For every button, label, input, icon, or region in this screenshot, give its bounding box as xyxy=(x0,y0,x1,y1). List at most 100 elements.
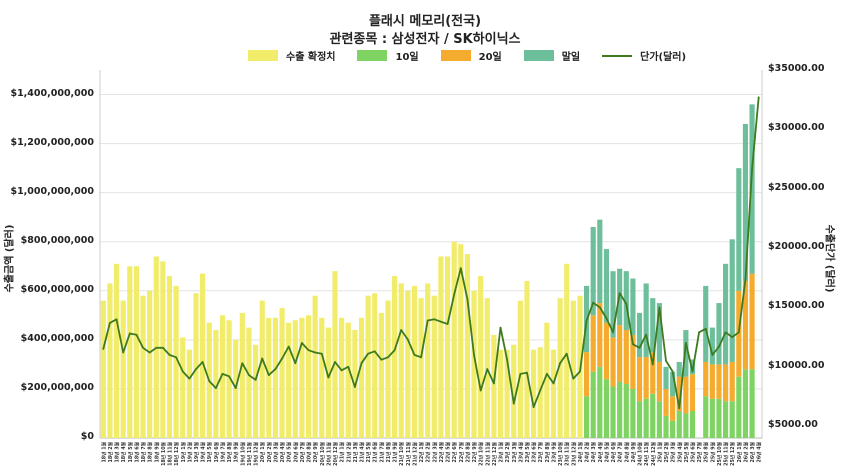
bar-confirmed xyxy=(378,312,384,438)
bar-confirmed xyxy=(464,254,470,438)
price-point xyxy=(598,306,601,309)
x-tick-label: 21년 9월 xyxy=(392,441,399,462)
bar-confirmed xyxy=(557,298,563,438)
bar-confirmed xyxy=(279,307,285,438)
bar-confirmed xyxy=(570,300,576,438)
x-tick-label: 24년 3월 xyxy=(590,441,597,462)
y2-tick-label: $15000.00 xyxy=(768,300,825,312)
price-point xyxy=(334,361,336,363)
price-point xyxy=(109,321,111,324)
price-point xyxy=(532,406,535,409)
x-tick-label: 19년 12월 xyxy=(253,441,260,465)
bar-confirmed xyxy=(425,283,431,438)
bar-day10 xyxy=(650,393,656,438)
bar-confirmed xyxy=(358,317,365,438)
price-point xyxy=(353,386,356,388)
bar-confirmed xyxy=(431,295,437,438)
bar-confirmed xyxy=(418,298,424,438)
x-tick-label: 18년 9월 xyxy=(153,441,160,462)
legend-swatch-day20 xyxy=(440,50,471,61)
x-tick-label: 24년 9월 xyxy=(630,441,637,462)
price-point xyxy=(241,362,244,365)
bar-day10 xyxy=(636,401,643,438)
bar-confirmed xyxy=(392,276,398,438)
bar-confirmed xyxy=(411,285,418,438)
bar-confirmed xyxy=(160,261,166,438)
bar-month-end xyxy=(610,271,616,338)
x-axis-labels: 18년 1월 18년 2월 18년 3월 18년 4월 18년 5월 18년 6월 18년 … xyxy=(100,441,762,465)
bar-day20 xyxy=(703,361,709,397)
price-point xyxy=(261,357,264,360)
price-point xyxy=(294,362,297,365)
bar-confirmed xyxy=(259,300,265,438)
x-tick-label: 21년 11월 xyxy=(405,441,412,465)
x-tick-label: 20년 6월 xyxy=(292,441,299,462)
bar-month-end xyxy=(663,366,669,389)
bar-confirmed xyxy=(365,295,371,438)
bar-day20 xyxy=(603,322,610,380)
bar-confirmed xyxy=(226,320,232,438)
x-tick-label: 20년 7월 xyxy=(299,441,306,462)
x-tick-label: 25년 10월 xyxy=(716,441,723,465)
price-point xyxy=(387,356,389,359)
legend-label-month-end: 말일 xyxy=(561,52,581,63)
x-tick-label: 25년 1월 xyxy=(656,441,663,462)
x-tick-label: 20년 8월 xyxy=(306,441,313,462)
x-tick-label: 22년 7월 xyxy=(458,441,465,462)
x-tick-label: 21년 1월 xyxy=(339,441,346,462)
chart-title: 플래시 메모리(전국) xyxy=(368,14,482,29)
y2-tick-label: $30000.00 xyxy=(768,122,825,134)
x-tick-label: 21년 4월 xyxy=(358,441,365,462)
price-point xyxy=(195,368,197,371)
price-point xyxy=(380,358,383,361)
x-tick-label: 20년 12월 xyxy=(332,441,339,465)
price-point xyxy=(671,370,674,373)
price-point xyxy=(658,306,661,309)
x-tick-label: 25년 7월 xyxy=(696,441,703,462)
y-tick-label: $1,000,000,000 xyxy=(10,185,94,197)
bar-confirmed xyxy=(517,300,523,438)
bar-day20 xyxy=(590,315,596,372)
legend-label-day10: 10일 xyxy=(395,52,419,63)
price-point xyxy=(751,167,753,170)
x-tick-label: 23년 1월 xyxy=(498,441,505,462)
y-tick-label: $400,000,000 xyxy=(20,332,94,344)
bar-confirmed xyxy=(127,266,133,438)
bar-confirmed xyxy=(305,315,312,438)
price-point xyxy=(214,387,217,390)
x-tick-label: 21년 8월 xyxy=(385,441,392,462)
price-point xyxy=(579,370,581,373)
price-point xyxy=(526,371,528,374)
legend-swatch-confirmed xyxy=(248,50,278,61)
price-point xyxy=(466,298,469,301)
legend-item-month-end: 말일 xyxy=(523,48,581,63)
bar-day10 xyxy=(670,420,676,438)
x-tick-label: 23년 12월 xyxy=(570,441,577,465)
price-point xyxy=(433,318,436,321)
price-point xyxy=(479,389,482,392)
bar-confirmed xyxy=(405,290,411,438)
price-point xyxy=(406,338,409,341)
price-point xyxy=(453,293,456,296)
x-tick-label: 18년 3월 xyxy=(114,441,121,462)
bar-day10 xyxy=(676,411,682,438)
y-tick-label: $200,000,000 xyxy=(20,381,94,393)
bar-confirmed xyxy=(246,327,252,438)
x-tick-label: 20년 1월 xyxy=(259,441,266,462)
bar-confirmed xyxy=(180,337,186,438)
price-point xyxy=(221,372,224,375)
bar-day10 xyxy=(597,366,603,438)
x-tick-label: 20년 10월 xyxy=(319,441,326,465)
bar-confirmed xyxy=(166,276,173,438)
price-point xyxy=(115,318,118,321)
bar-day10 xyxy=(683,413,689,438)
price-point xyxy=(440,320,442,323)
bar-confirmed xyxy=(219,315,226,438)
bar-confirmed xyxy=(319,317,325,438)
x-tick-label: 24년 10월 xyxy=(637,441,644,465)
x-tick-label: 21년 7월 xyxy=(378,441,385,462)
price-point xyxy=(373,350,376,353)
price-point xyxy=(625,302,628,305)
x-tick-label: 20년 9월 xyxy=(312,441,319,462)
